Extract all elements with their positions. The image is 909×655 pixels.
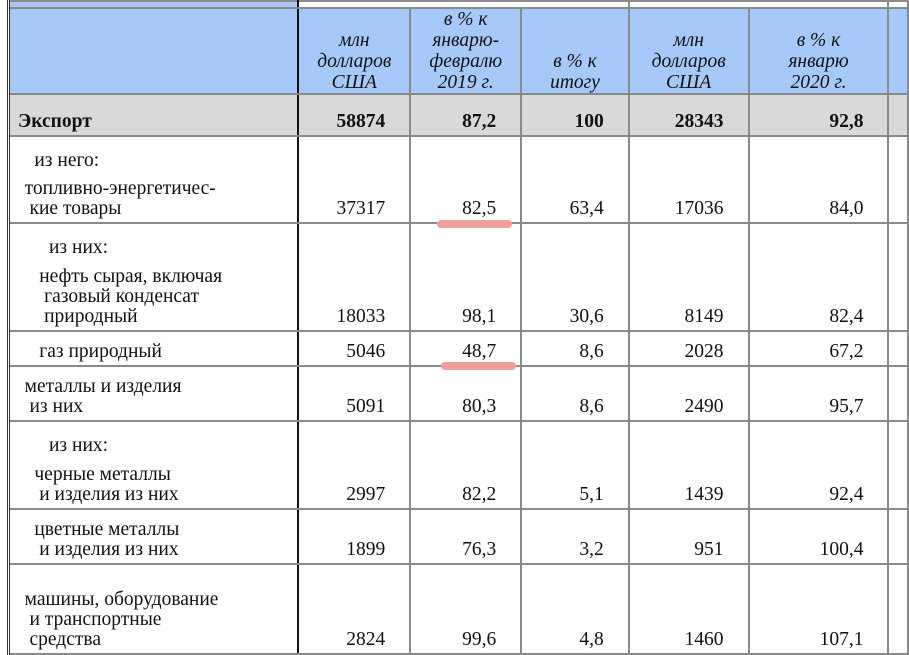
value-cell: 95,7: [747, 365, 890, 422]
value-cell: 98,1: [409, 222, 523, 332]
row-label-cell: газ природный: [7, 330, 300, 367]
value-cell: 87,2: [409, 93, 523, 137]
row-note: из него:: [10, 150, 100, 171]
value-cell: 82,5: [409, 135, 523, 224]
value-cell: 84,0: [747, 135, 890, 224]
table-row: из него: топливно-энергетичес- кие товар…: [7, 135, 909, 224]
value-cell: 92,8: [747, 93, 890, 137]
row-label-cell: из них: нефть сырая, включая газовый кон…: [7, 222, 300, 332]
value-cell: 76,3: [409, 508, 523, 565]
value-cell: 82,2: [409, 420, 523, 510]
value-cell: 100: [520, 93, 630, 137]
row-note: из них:: [10, 237, 109, 258]
value-cell: 100,4: [747, 508, 890, 565]
table-row: из них: нефть сырая, включая газовый кон…: [7, 222, 909, 332]
table-header-row: млн долларов США в % к январю- февралю 2…: [7, 7, 909, 95]
table-row: из них: черные металлы и изделия из них 2…: [7, 420, 909, 510]
value-cell: 67,2: [747, 330, 890, 367]
value-cell: 99,6: [409, 563, 523, 655]
export-table: млн долларов США в % к январю- февралю 2…: [7, 0, 909, 655]
row-label: Экспорт: [18, 111, 92, 132]
value-cell: 951: [627, 508, 750, 565]
header-cell-empty: [7, 7, 300, 95]
highlight-mark: [437, 220, 512, 228]
row-label-cell: из него: топливно-энергетичес- кие товар…: [7, 135, 300, 224]
row-label-cell: металлы и изделия из них: [7, 365, 300, 422]
header-cell: в % к январю- февралю 2019 г.: [409, 7, 523, 95]
row-label: машины, оборудование и транспортные сред…: [24, 589, 219, 650]
value-cell: 58874: [297, 93, 412, 137]
header-cell: млн долларов США: [627, 7, 750, 95]
value-cell: 1439: [627, 420, 750, 510]
value-cell: 5046: [297, 330, 412, 367]
value-cell: 17036: [627, 135, 750, 224]
value-cell: 4,8: [520, 563, 630, 655]
value-cell: 3,2: [520, 508, 630, 565]
row-label-cell: цветные металлы и изделия из них: [7, 508, 300, 565]
value-cell: 63,4: [520, 135, 630, 224]
row-note: из них:: [10, 435, 109, 456]
value-cell: 82,4: [747, 222, 890, 332]
row-label: цветные металлы и изделия из них: [34, 519, 180, 560]
value-cell: 2028: [627, 330, 750, 367]
table-top-strip: [7, 0, 909, 9]
table-row: металлы и изделия из них 5091 80,3 8,6 2490 9…: [7, 365, 909, 422]
highlight-mark: [441, 362, 516, 370]
header-cell: в % к январю 2020 г.: [747, 7, 890, 95]
row-label: черные металлы и изделия из них: [34, 464, 179, 505]
value-cell: 30,6: [520, 222, 630, 332]
value-cell: 8,6: [520, 365, 630, 422]
row-label: металлы и изделия из них: [24, 376, 182, 417]
table-row: цветные металлы и изделия из них 1899 76,3…: [7, 508, 909, 565]
value-cell: 48,7: [409, 330, 523, 367]
value-cell: 5091: [297, 365, 412, 422]
row-label: нефть сырая, включая газовый конденсат п…: [39, 266, 223, 327]
value-cell: 107,1: [747, 563, 890, 655]
value-cell: 5,1: [520, 420, 630, 510]
value-cell: 8149: [627, 222, 750, 332]
value-cell: 2490: [627, 365, 750, 422]
value-cell: 80,3: [409, 365, 523, 422]
header-cell: млн долларов США: [297, 7, 412, 95]
row-label-cell: Экспорт: [7, 93, 300, 137]
table-row: машины, оборудование и транспортные сред…: [7, 563, 909, 655]
value-cell: 92,4: [747, 420, 890, 510]
value-cell: 2824: [297, 563, 412, 655]
row-label: газ природный: [10, 341, 162, 362]
table-row: газ природный 5046 48,7 8,6 2028 67,2: [7, 330, 909, 367]
row-label-cell: машины, оборудование и транспортные сред…: [7, 563, 300, 655]
value-cell: 1899: [297, 508, 412, 565]
total-row: Экспорт 58874 87,2 100 28343 92,8: [7, 93, 909, 137]
value-cell: 8,6: [520, 330, 630, 367]
value-cell: 18033: [297, 222, 412, 332]
header-cell: в % к итогу: [520, 7, 630, 95]
row-label: топливно-энергетичес- кие товары: [24, 178, 216, 219]
row-label-cell: из них: черные металлы и изделия из них: [7, 420, 300, 510]
value-cell: 37317: [297, 135, 412, 224]
value-cell: 2997: [297, 420, 412, 510]
value-cell: 28343: [627, 93, 750, 137]
value-cell: 1460: [627, 563, 750, 655]
